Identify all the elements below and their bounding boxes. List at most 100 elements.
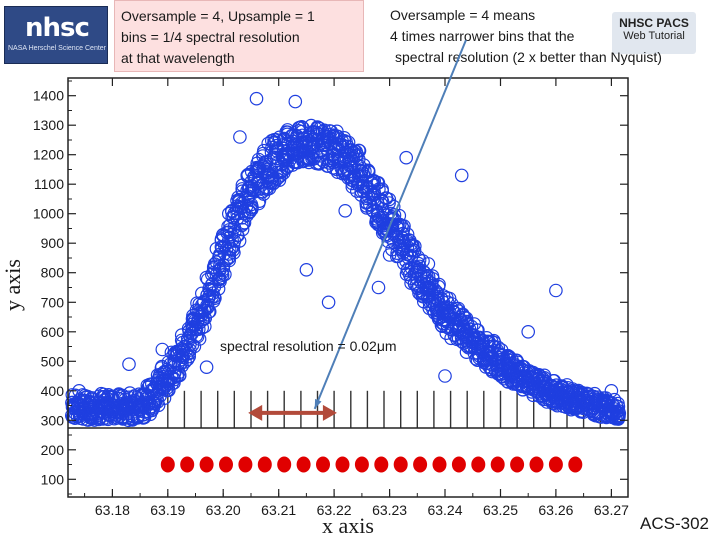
outlier-point xyxy=(421,257,436,271)
bin-centre-dot xyxy=(354,456,369,473)
y-tick-label: 500 xyxy=(41,353,65,369)
bin-centre-dot xyxy=(393,456,408,473)
data-point xyxy=(162,383,176,398)
y-tick-label: 1200 xyxy=(33,147,64,163)
outlier-point xyxy=(371,280,386,295)
oversample-explanation: Oversample = 4 means 4 times narrower bi… xyxy=(390,5,720,68)
y-tick-label: 200 xyxy=(41,442,65,458)
resolution-arrow-head-left xyxy=(248,404,263,421)
outlier-point xyxy=(299,262,314,277)
data-point xyxy=(372,182,386,196)
data-point xyxy=(182,346,197,361)
outlier-point xyxy=(382,248,397,262)
data-point xyxy=(249,164,264,179)
oversample-note-line: bins = 1/4 spectral resolution xyxy=(121,29,300,45)
outlier-point xyxy=(438,369,452,383)
arrows-layer xyxy=(248,39,467,421)
x-tick-label: 63.23 xyxy=(372,502,407,518)
outlier-point xyxy=(94,386,109,401)
bin-centre-dot xyxy=(335,456,350,473)
bin-centre-dot xyxy=(548,456,563,473)
logo-text: nhsc xyxy=(25,13,90,43)
data-point xyxy=(349,149,363,163)
resolution-arrow-head-right xyxy=(322,404,337,421)
outlier-point xyxy=(188,321,203,336)
outlier-point xyxy=(233,130,247,144)
y-axis-label: y axis xyxy=(0,259,25,311)
badge-line: NHSC PACS xyxy=(619,16,689,30)
y-tick-label: 1400 xyxy=(33,88,64,104)
pointer-arrow-head xyxy=(314,398,322,409)
y-tick-label: 1000 xyxy=(33,206,64,222)
x-tick-label: 63.19 xyxy=(150,502,185,518)
explanation-line: 4 times narrower bins that the xyxy=(390,28,575,44)
bin-centre-dot xyxy=(277,456,292,473)
outlier-point xyxy=(454,168,469,183)
nhsc-logo: nhsc NASA Herschel Science Center xyxy=(4,6,108,64)
x-axis-label: x axis xyxy=(322,513,374,538)
y-tick-label: 800 xyxy=(41,265,65,281)
data-point xyxy=(207,289,221,304)
bin-centre-dot xyxy=(432,456,447,473)
y-tick-label: 400 xyxy=(41,383,65,399)
data-point xyxy=(354,164,369,178)
data-point xyxy=(211,281,226,296)
data-point xyxy=(198,319,212,334)
bin-centre-dot xyxy=(529,456,544,473)
y-tick-label: 300 xyxy=(41,412,65,428)
data-point xyxy=(164,370,179,384)
data-point xyxy=(236,217,251,231)
bin-centre-dot xyxy=(257,456,272,473)
bin-centre-dot xyxy=(219,456,233,473)
data-point xyxy=(180,352,195,367)
y-tick-label: 1300 xyxy=(33,117,64,133)
outlier-point xyxy=(155,342,170,357)
outlier-point xyxy=(249,91,264,106)
data-point xyxy=(404,237,418,251)
data-point xyxy=(218,267,232,282)
outlier-point xyxy=(399,150,413,165)
y-tick-label: 100 xyxy=(41,471,65,487)
bin-centre-dot xyxy=(296,456,311,473)
outlier-point xyxy=(122,357,136,371)
data-point xyxy=(187,339,202,354)
explanation-line: Oversample = 4 means xyxy=(390,7,536,23)
data-point xyxy=(334,161,349,175)
data-point xyxy=(411,250,425,264)
axes-layer: 100 200 300 400 500 600 700 800 900 1000 1100 1200 1… xyxy=(33,78,629,518)
oversample-note-line: at that wavelength xyxy=(121,50,235,66)
y-tick-label: 700 xyxy=(41,294,65,310)
outlier-point xyxy=(521,324,535,339)
bin-centre-dot xyxy=(490,456,505,473)
data-point xyxy=(157,391,172,405)
data-point xyxy=(189,322,204,337)
outlier-point xyxy=(482,360,497,374)
outlier-point xyxy=(321,295,336,310)
resolution-label: spectral resolution = 0.02μm xyxy=(220,338,397,354)
bin-centre-dot xyxy=(568,456,583,473)
pacs-tutorial-badge: NHSC PACS Web Tutorial xyxy=(612,12,696,54)
data-point xyxy=(425,269,440,283)
data-point xyxy=(235,222,250,237)
outlier-point xyxy=(549,283,563,298)
x-tick-label: 63.21 xyxy=(261,502,296,518)
y-tick-label: 1100 xyxy=(34,176,64,192)
x-tick-label: 63.22 xyxy=(317,502,352,518)
outlier-point xyxy=(338,204,352,218)
bin-centre-dot xyxy=(160,456,175,473)
data-point xyxy=(397,219,411,233)
bin-centre-dot xyxy=(471,456,486,473)
data-point xyxy=(221,251,236,266)
y-tick-label: 900 xyxy=(41,235,65,251)
bin-markers-layer xyxy=(160,390,606,473)
outlier-point xyxy=(222,206,236,221)
x-tick-label: 63.26 xyxy=(538,502,573,518)
x-tick-label: 63.27 xyxy=(594,502,629,518)
outlier-point xyxy=(587,386,602,401)
data-point xyxy=(274,168,289,182)
outlier-point xyxy=(199,360,214,374)
data-point xyxy=(309,122,324,136)
outlier-point xyxy=(560,378,574,392)
data-point xyxy=(195,320,209,335)
